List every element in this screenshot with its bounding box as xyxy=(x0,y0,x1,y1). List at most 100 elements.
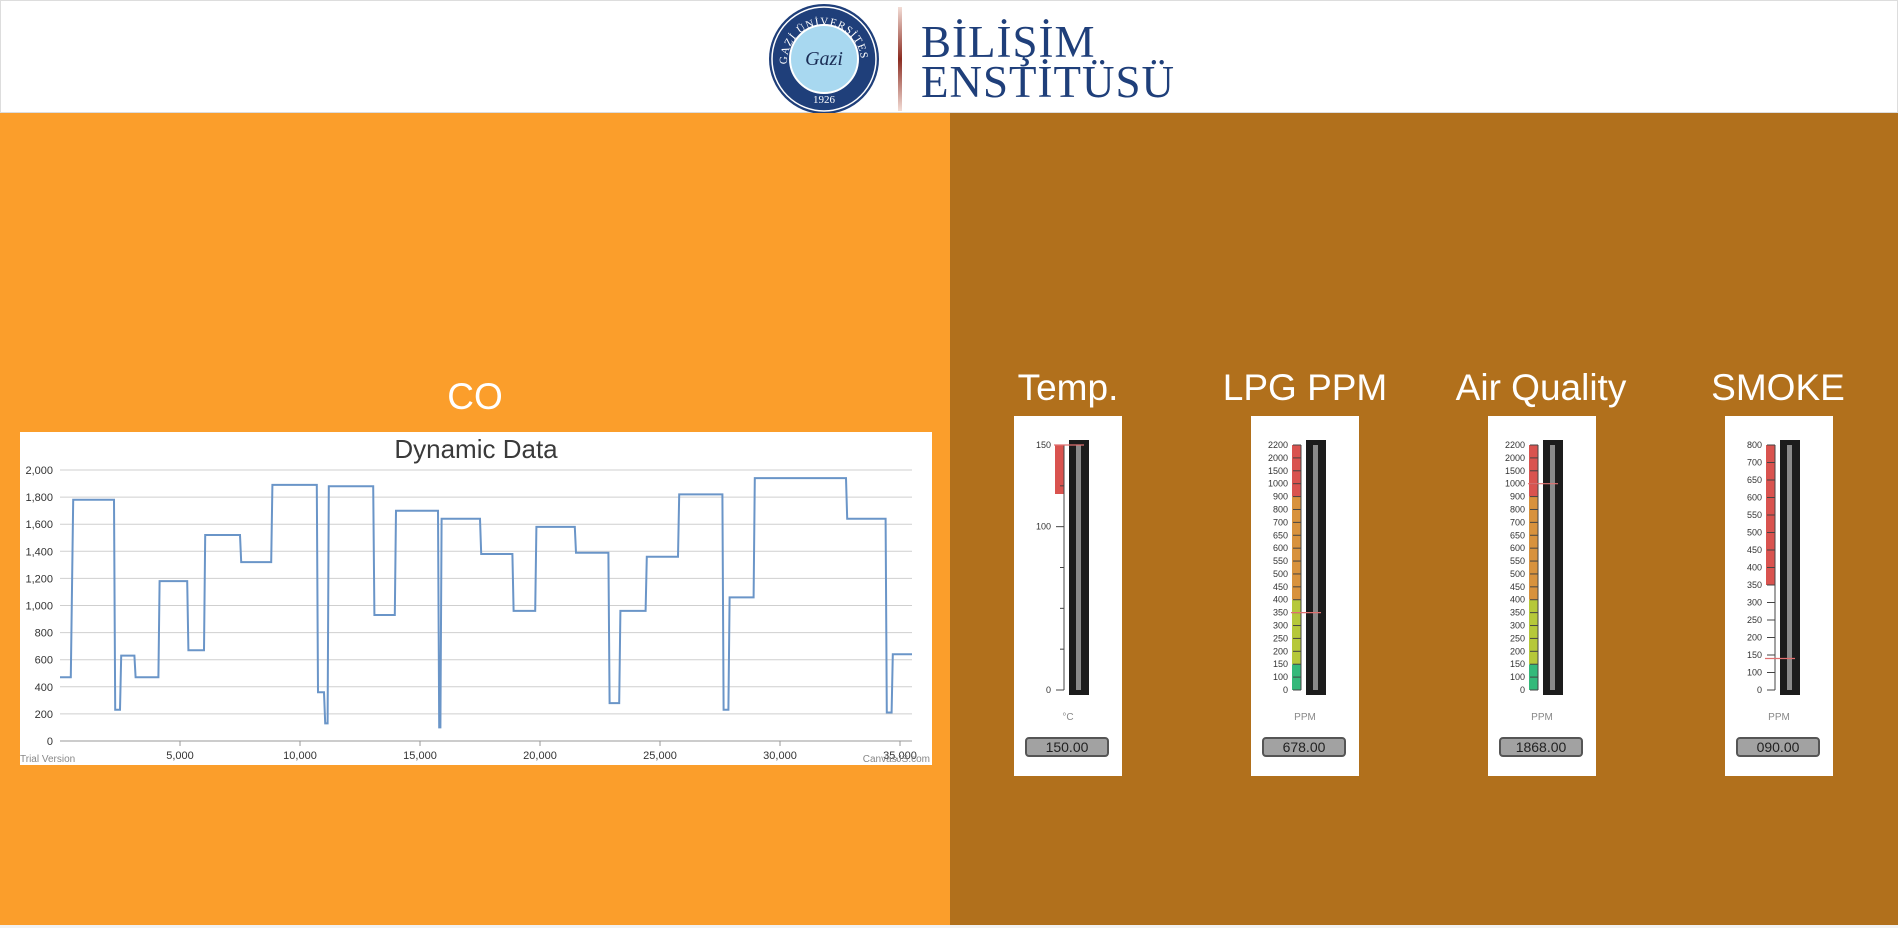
gauge-thermometer-temp: 150 100 0 xyxy=(1014,416,1122,716)
gauge-tick-label: 600 xyxy=(1510,543,1525,553)
chart-y-tick-label: 1,400 xyxy=(25,546,53,558)
gauge-tick-label: 800 xyxy=(1510,504,1525,514)
gauge-tube-fill xyxy=(1313,445,1318,690)
gauge-unit: PPM xyxy=(1725,712,1833,723)
chart-x-tick-label: 5,000 xyxy=(166,750,194,762)
chart-x-tick-label: 30,000 xyxy=(763,750,797,762)
gauge-tick-label: 2000 xyxy=(1505,453,1525,463)
gauge-tick-label: 900 xyxy=(1510,492,1525,502)
gauge-tick-label: 250 xyxy=(1747,615,1762,625)
gauge-tick-label: 2000 xyxy=(1268,453,1288,463)
gauge-tick-label: 800 xyxy=(1273,504,1288,514)
chart-title: Dynamic Data xyxy=(20,434,932,465)
gauge-value-display: 1868.00 xyxy=(1499,737,1583,757)
gauge-tick-label: 450 xyxy=(1747,545,1762,555)
gauge-tick-label: 300 xyxy=(1273,621,1288,631)
chart-x-tick-label: 10,000 xyxy=(283,750,317,762)
gauge-tick-label: 150 xyxy=(1510,659,1525,669)
gauge-tick-label: 800 xyxy=(1747,440,1762,450)
co-chart[interactable]: 0 200 400 600 800 1,000 1,200 1,400 1,600 1,800 2,… xyxy=(20,432,932,765)
gauge-tick-label: 400 xyxy=(1747,563,1762,573)
chart-series-line[interactable] xyxy=(60,478,912,727)
gauge-thermometer-lpg: 2200200015001000900800700650600550500450… xyxy=(1251,416,1359,716)
gauge-card-lpg: 2200 2000 1500 1000 900 800 700 650 600 550 500 450… xyxy=(1251,416,1359,776)
gauge-title-temp: Temp. xyxy=(950,369,1186,406)
gauge-tick-label: 550 xyxy=(1510,556,1525,566)
gauge-tick-label: 550 xyxy=(1273,556,1288,566)
logo-text-line2: ENSTİTÜSÜ xyxy=(921,60,1175,105)
gauge-unit: PPM xyxy=(1488,712,1596,723)
gauge-color-range xyxy=(1529,600,1538,664)
gauge-tube-fill xyxy=(1550,445,1555,690)
gauge-thermometer-smoke: 800 700 650 600 550 500 450 400 350 300 250 200 150 1… xyxy=(1725,416,1833,716)
gauge-color-range xyxy=(1055,445,1064,494)
gauge-tick-label: 400 xyxy=(1510,595,1525,605)
gauge-title-air-quality: Air Quality xyxy=(1423,369,1659,406)
chart-credit-link[interactable]: CanvasJS.com xyxy=(863,754,930,765)
chart-y-tick-label: 2,000 xyxy=(25,465,53,477)
gauge-tick-label: 550 xyxy=(1747,510,1762,520)
gauge-tick-label: 600 xyxy=(1747,493,1762,503)
gauge-tick-label: 500 xyxy=(1510,569,1525,579)
logo-divider xyxy=(898,7,902,111)
gauge-tick-label: 900 xyxy=(1273,492,1288,502)
gauge-tick-label: 700 xyxy=(1747,458,1762,468)
chart-x-tick-label: 15,000 xyxy=(403,750,437,762)
gauge-unit: °C xyxy=(1014,712,1122,723)
gauge-tick-label: 200 xyxy=(1273,646,1288,656)
gauge-tick-label: 450 xyxy=(1510,582,1525,592)
gauge-tick-label: 0 xyxy=(1520,685,1525,695)
gauge-tick-label: 650 xyxy=(1510,530,1525,540)
gauge-value-display: 090.00 xyxy=(1736,737,1820,757)
chart-y-tick-label: 1,200 xyxy=(25,573,53,585)
chart-x-tick-label: 20,000 xyxy=(523,750,557,762)
gauge-tick-label: 600 xyxy=(1273,543,1288,553)
seal-year: 1926 xyxy=(813,94,836,106)
gauge-tick-label: 500 xyxy=(1273,569,1288,579)
gauge-tick-label: 200 xyxy=(1747,633,1762,643)
gauge-tick-label: 100 xyxy=(1510,672,1525,682)
gauge-tick-label: 700 xyxy=(1510,517,1525,527)
gauge-tube-fill xyxy=(1787,445,1792,690)
chart-y-tick-label: 1,000 xyxy=(25,601,53,613)
gauge-card-smoke: 800 700 650 600 550 500 450 400 350 300 250 200 150 1… xyxy=(1725,416,1833,776)
gauge-tick-label: 2200 xyxy=(1268,440,1288,450)
seal-center-text: Gazi xyxy=(805,48,843,70)
university-seal-logo: GAZİ ÜNİVERSİTESİ Gazi 1926 xyxy=(767,2,881,116)
gauge-tick-label: 1500 xyxy=(1268,466,1288,476)
chart-y-tick-label: 1,600 xyxy=(25,519,53,531)
gauge-tick-label: 250 xyxy=(1510,633,1525,643)
chart-y-tick-label: 0 xyxy=(47,736,53,748)
gauge-tick-label: 450 xyxy=(1273,582,1288,592)
gauge-tick-label: 0 xyxy=(1046,685,1051,695)
gauge-tick-label: 350 xyxy=(1747,580,1762,590)
gauge-tick-label: 100 xyxy=(1036,522,1051,532)
gauge-tick-label: 1000 xyxy=(1268,479,1288,489)
gauge-tick-label: 250 xyxy=(1273,633,1288,643)
gauge-tick-label: 0 xyxy=(1757,685,1762,695)
gauge-unit: PPM xyxy=(1251,712,1359,723)
gauge-tick-label: 500 xyxy=(1747,528,1762,538)
chart-y-tick-label: 400 xyxy=(35,682,53,694)
gauge-tick-label: 300 xyxy=(1510,621,1525,631)
gauge-value-display: 678.00 xyxy=(1262,737,1346,757)
chart-y-tick-label: 200 xyxy=(35,709,53,721)
gauge-tick-label: 0 xyxy=(1283,685,1288,695)
header-bar: GAZİ ÜNİVERSİTESİ Gazi 1926 BİLİŞİM ENST… xyxy=(0,0,1898,113)
co-title: CO xyxy=(0,378,950,415)
gauge-tick-label: 350 xyxy=(1510,608,1525,618)
co-chart-svg: 0 200 400 600 800 1,000 1,200 1,400 1,600 1,800 2,… xyxy=(20,432,932,765)
gauge-thermometer-air-quality: 2200200015001000900800700650600550500450… xyxy=(1488,416,1596,716)
gauge-tick-label: 650 xyxy=(1747,475,1762,485)
gauge-card-air-quality: 2200 2000 1500 1000 900 800 700 650 600 550 500 450… xyxy=(1488,416,1596,776)
gauge-tick-label: 150 xyxy=(1747,650,1762,660)
gauge-tick-label: 650 xyxy=(1273,530,1288,540)
gauge-tick-label: 100 xyxy=(1747,668,1762,678)
chart-watermark: Trial Version xyxy=(20,754,75,765)
gauge-title-smoke: SMOKE xyxy=(1660,369,1896,406)
chart-y-tick-label: 600 xyxy=(35,655,53,667)
gauge-tick-label: 150 xyxy=(1273,659,1288,669)
gauge-tick-label: 200 xyxy=(1510,646,1525,656)
gauge-card-temp: 150 100 0 °C 150.00 xyxy=(1014,416,1122,776)
chart-y-tick-label: 1,800 xyxy=(25,492,53,504)
